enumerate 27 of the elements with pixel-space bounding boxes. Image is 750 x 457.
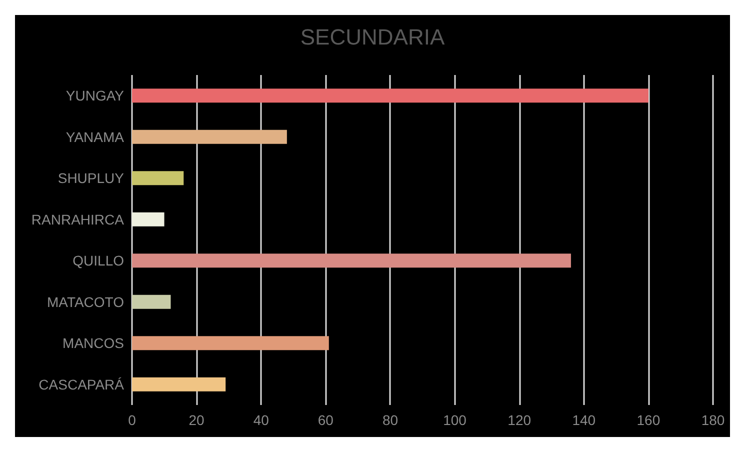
x-tick-label: 100 — [443, 412, 467, 428]
bar — [132, 130, 287, 144]
x-tick-label: 20 — [188, 412, 205, 428]
bar — [132, 212, 164, 226]
y-tick-label: CASCAPARÁ — [38, 376, 125, 392]
x-tick-label: 180 — [701, 412, 725, 428]
y-tick-label: YUNGAY — [66, 88, 125, 104]
y-tick-label: MATACOTO — [47, 294, 124, 310]
bar — [132, 377, 226, 392]
x-tick-label: 140 — [572, 412, 596, 428]
x-tick-label: 80 — [382, 412, 398, 428]
bar — [132, 294, 171, 309]
x-tick-label: 120 — [508, 412, 532, 428]
chart-title: SECUNDARIA — [300, 24, 445, 50]
y-tick-label: QUILLO — [72, 252, 124, 269]
bar — [132, 88, 648, 103]
x-tick-label: 40 — [253, 412, 270, 428]
x-tick-label: 160 — [636, 412, 660, 428]
x-tick-label: 0 — [128, 412, 136, 428]
x-tick-label: 60 — [318, 412, 334, 428]
bar — [132, 171, 184, 186]
y-tick-label: MANCOS — [62, 335, 124, 352]
bar — [132, 254, 571, 268]
y-tick-label: SHUPLUY — [58, 170, 125, 186]
bar — [132, 336, 329, 350]
y-tick-label: YANAMA — [66, 128, 125, 145]
y-tick-label: RANRAHIRCA — [31, 211, 125, 228]
